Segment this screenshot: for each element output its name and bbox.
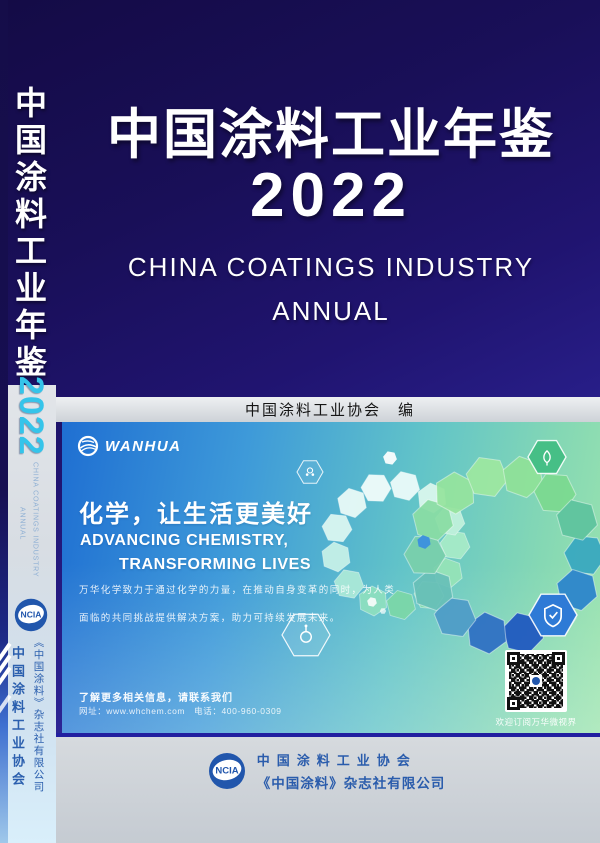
qr-code — [505, 650, 567, 712]
qr-center-logo — [530, 675, 542, 687]
front-title-cn: 中国涂料工业年鉴 — [107, 105, 555, 165]
footer-publisher: 《中国涂料》杂志社有限公司 — [256, 776, 446, 791]
wanhua-logo-icon — [77, 435, 99, 457]
shield-icon-hexagon — [529, 594, 577, 636]
small-hexagon — [382, 450, 398, 466]
spine-year: 2022 — [12, 376, 50, 456]
spine-ncia-logo: NCIA — [14, 598, 48, 632]
spine-subtitle-en: CHINA COATINGS INDUSTRY ANNUAL — [15, 462, 42, 577]
editor-band: 中国涂料工业协会 编 — [0, 397, 600, 422]
banner-body-line2: 面临的共同挑战提供解决方案，助力可持续发展未来。 — [79, 613, 341, 624]
banner-slogan-en-line1: ADVANCING CHEMISTRY, — [80, 532, 289, 549]
spine-org: 中国涂料工业协会 — [10, 646, 25, 790]
footer-ncia-logo: NCIA — [208, 753, 245, 789]
spine-title-cn: 中国涂料工业年鉴 — [11, 86, 47, 382]
leaf-icon-hexagon — [528, 441, 566, 474]
wanhua-logo: WANHUA — [77, 435, 182, 457]
footer-ncia-logo-text: NCIA — [215, 766, 238, 777]
qr-caption: 欢迎订阅万华微视界 — [495, 717, 577, 727]
front-year: 2022 — [250, 161, 412, 230]
footer-org: 中国涂料工业协会 — [256, 753, 417, 768]
banner-body-line1: 万华化学致力于通过化学的力量，在推动自身变革的同时，为人类 — [79, 585, 396, 596]
flask-outline-hexagon — [282, 614, 330, 656]
qr-finder — [507, 697, 520, 710]
footer: NCIA 中国涂料工业协会 《中国涂料》杂志社有限公司 — [52, 737, 600, 843]
wanhua-brand-text: WANHUA — [105, 437, 182, 455]
divider-line — [52, 733, 600, 737]
banner-contact-heading: 了解更多相关信息，请联系我们 — [79, 693, 233, 704]
spine-subtitle-en-line2: ANNUAL — [18, 507, 26, 541]
hexagon-infinity-decoration — [272, 430, 600, 682]
qr-finder — [507, 652, 520, 665]
qr-finder — [552, 652, 565, 665]
front-subtitle-en-line2: ANNUAL — [272, 296, 390, 326]
banner-contact-detail: 网址：www.whchem.com 电话：400-960-0309 — [79, 706, 282, 716]
spine-edge — [0, 0, 8, 843]
front-subtitle-en-line1: CHINA COATINGS INDUSTRY — [127, 252, 535, 282]
banner-slogan-cn: 化学，让生活更美好 — [79, 501, 313, 528]
banner-slogan-en-line2: TRANSFORMING LIVES — [119, 556, 312, 573]
spine-publisher: 《中国涂料》杂志社有限公司 — [32, 637, 45, 793]
editor-credit: 中国涂料工业协会 编 — [244, 402, 415, 419]
ad-banner: WANHUA 化学，让生活更美好 ADVANCING CHEMISTRY, TR… — [62, 422, 600, 735]
molecule-outline-hexagon — [297, 461, 323, 484]
spine-subtitle-en-line1: CHINA COATINGS INDUSTRY — [31, 462, 39, 578]
spine-ncia-logo-text: NCIA — [21, 609, 42, 619]
